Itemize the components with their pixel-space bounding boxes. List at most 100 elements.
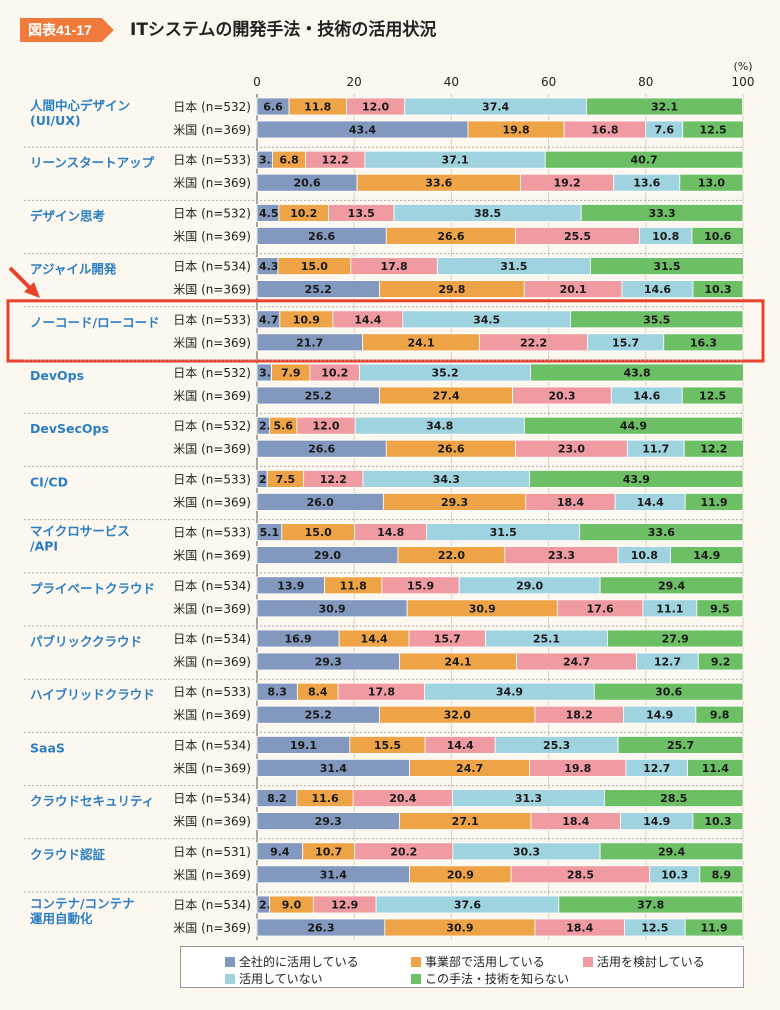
data-label: 25.2 (305, 709, 332, 722)
highlight-arrow (8, 266, 34, 292)
highlight-arrow-head (24, 282, 40, 298)
data-label: 19.8 (564, 762, 591, 775)
data-label: 30.9 (319, 602, 346, 615)
data-label: 29.3 (441, 496, 468, 509)
data-label: 10.9 (293, 313, 320, 326)
data-label: 18.4 (566, 922, 593, 935)
group-label: SaaS (30, 740, 65, 755)
figure-number-badge: 図表41-17 (20, 18, 114, 42)
bar-segment (684, 492, 744, 511)
data-label: 12.7 (643, 762, 670, 775)
data-label: 40.7 (631, 154, 658, 167)
row-label: 米国 (n=369) (173, 602, 251, 616)
data-label: 11.9 (701, 496, 728, 509)
data-label: 14.9 (693, 549, 720, 562)
data-label: 19.8 (502, 124, 529, 137)
data-label: 14.8 (377, 526, 404, 539)
bar-segment (607, 629, 744, 648)
legend-item-company-wide: 全社的に活用している (225, 953, 359, 970)
data-label: 35.2 (432, 367, 459, 380)
data-label: 34.3 (433, 473, 460, 486)
bar-segment (696, 599, 744, 618)
bar-segment (599, 842, 744, 861)
data-label: 16.9 (284, 633, 311, 646)
data-label: 26.6 (437, 443, 464, 456)
data-label: 26.3 (307, 922, 334, 935)
legend-swatch (411, 973, 421, 984)
data-label: 15.0 (305, 526, 332, 539)
legend-swatch (583, 956, 593, 967)
data-label: 12.2 (320, 473, 347, 486)
row-label: 米国 (n=369) (173, 708, 251, 722)
row-label: 日本 (n=532) (173, 419, 251, 433)
data-label: 37.6 (454, 899, 481, 912)
legend-item-not-using: 活用していない (225, 970, 323, 987)
data-label: 22.2 (520, 336, 547, 349)
row-label: 日本 (n=531) (173, 845, 251, 859)
data-label: 14.4 (447, 739, 474, 752)
data-label: 29.8 (438, 283, 465, 296)
row-label: 日本 (n=534) (173, 260, 251, 274)
legend-item-unaware: この手法・技術を知らない (411, 970, 569, 987)
data-label: 31.4 (320, 868, 347, 881)
data-label: 8.4 (308, 686, 328, 699)
bar-segment (604, 789, 744, 807)
data-label: 14.4 (361, 633, 388, 646)
data-label: 33.6 (648, 526, 675, 539)
data-label: 17.8 (368, 686, 395, 699)
data-label: 25.2 (305, 390, 332, 403)
bar-segment (670, 546, 744, 564)
row-label: 米国 (n=369) (173, 176, 251, 190)
legend: 全社的に活用している 事業部で活用している 活用を検討している 活用していない … (180, 946, 744, 988)
data-label: 31.3 (515, 792, 542, 805)
data-label: 27.4 (432, 390, 459, 403)
data-label: 20.6 (293, 177, 320, 190)
data-label: 20.2 (390, 845, 417, 858)
data-label: 12.0 (362, 101, 389, 114)
data-label: 25.2 (305, 283, 332, 296)
data-label: 20.1 (560, 283, 587, 296)
data-label: 9.2 (711, 656, 731, 669)
group-label: コンテナ/コンテナ (30, 896, 135, 911)
data-label: 15.5 (374, 739, 401, 752)
data-label: 4.7 (259, 313, 279, 326)
group-label: DevSecOps (30, 421, 109, 436)
legend-swatch (225, 956, 235, 967)
data-label: 8.9 (712, 868, 732, 881)
data-label: 29.4 (658, 845, 685, 858)
group-label: リーンスタートアップ (30, 155, 155, 170)
group-label: パブリッククラウド (30, 634, 142, 649)
legend-label: 全社的に活用している (239, 955, 359, 969)
highlight-box (6, 299, 765, 363)
data-label: 22.0 (438, 549, 465, 562)
data-label: 24.1 (444, 656, 471, 669)
bar-segment (663, 333, 744, 352)
data-label: 44.9 (620, 420, 647, 433)
data-label: 11.8 (340, 579, 367, 592)
bar-segment (579, 523, 744, 541)
row-label: 日本 (n=534) (173, 792, 251, 806)
data-label: 24.1 (407, 336, 434, 349)
data-label: 17.6 (587, 602, 614, 615)
legend-label: 活用を検討している (597, 955, 705, 969)
data-label: 27.1 (452, 815, 479, 828)
data-label: 29.3 (315, 815, 342, 828)
row-label: 日本 (n=534) (173, 898, 251, 912)
data-label: 5.6 (273, 420, 293, 433)
data-label: 29.3 (315, 656, 342, 669)
data-label: 15.7 (612, 336, 639, 349)
data-label: 15.9 (407, 579, 434, 592)
group-label: (UI/UX) (30, 113, 81, 128)
group-label: DevOps (30, 368, 84, 383)
row-label: 日本 (n=534) (173, 632, 251, 646)
legend-swatch (225, 973, 235, 984)
data-label: 13.6 (633, 177, 660, 190)
data-label: 30.9 (469, 602, 496, 615)
data-label: 18.4 (562, 815, 589, 828)
bar-segment (681, 386, 744, 405)
data-label: 28.5 (660, 792, 687, 805)
data-label: 12.2 (700, 443, 727, 456)
data-label: 35.5 (643, 313, 670, 326)
tick-label: 100 (732, 75, 755, 89)
data-label: 28.5 (567, 868, 594, 881)
